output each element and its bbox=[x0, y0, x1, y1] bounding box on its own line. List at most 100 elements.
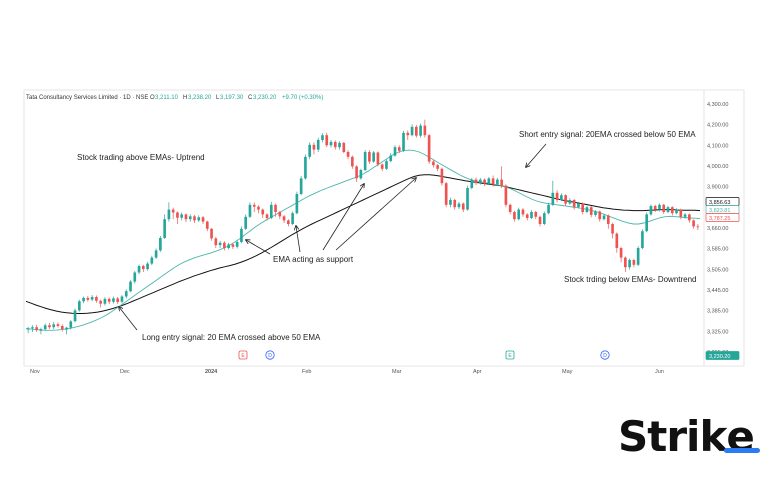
candle bbox=[231, 243, 235, 249]
event-marker[interactable]: D bbox=[265, 350, 275, 360]
candle-body bbox=[598, 211, 602, 220]
x-tick-label: Nov bbox=[30, 369, 40, 375]
candle bbox=[500, 166, 503, 188]
candle bbox=[696, 224, 700, 230]
open-value: 3,211.10 bbox=[155, 95, 179, 101]
candle bbox=[31, 325, 34, 332]
candle bbox=[555, 190, 559, 203]
event-marker[interactable]: E bbox=[238, 350, 248, 360]
candle bbox=[419, 123, 422, 138]
candle-body bbox=[666, 207, 670, 212]
candle-body bbox=[43, 325, 47, 330]
candle-body bbox=[696, 226, 700, 228]
candle bbox=[662, 203, 666, 214]
candle-body bbox=[35, 327, 38, 331]
y-tick-label: 3,505.00 bbox=[707, 267, 728, 273]
candle-body bbox=[632, 260, 636, 265]
candle bbox=[598, 210, 602, 222]
candle-body bbox=[120, 296, 124, 302]
candle-body bbox=[658, 204, 661, 210]
candle-body bbox=[312, 144, 316, 150]
candle-body bbox=[218, 242, 222, 246]
candle bbox=[491, 175, 495, 187]
candle-body bbox=[333, 141, 337, 148]
candle bbox=[466, 185, 469, 211]
candle-body bbox=[112, 298, 115, 302]
candle-body bbox=[338, 142, 341, 148]
y-tick-label: 4,300.00 bbox=[707, 102, 728, 108]
candle bbox=[252, 202, 256, 212]
price-tag-box bbox=[705, 213, 740, 222]
candle-body bbox=[295, 194, 299, 214]
candle-body bbox=[615, 233, 619, 248]
candle bbox=[265, 213, 269, 221]
candle-body bbox=[26, 328, 30, 330]
logo-swoosh-e: e bbox=[724, 412, 760, 461]
candle bbox=[525, 213, 529, 221]
event-badge bbox=[505, 350, 515, 360]
candle-body bbox=[240, 228, 243, 242]
event-marker[interactable]: D bbox=[600, 350, 610, 360]
candle-body bbox=[470, 179, 474, 188]
x-tick-label: Jun bbox=[655, 369, 664, 375]
candle bbox=[333, 140, 337, 150]
candle bbox=[304, 154, 307, 180]
candle bbox=[210, 227, 213, 241]
candle bbox=[351, 155, 354, 169]
candle-body bbox=[201, 217, 205, 222]
x-tick-label: Dec bbox=[120, 369, 130, 375]
candle-body bbox=[137, 266, 141, 273]
candle-body bbox=[184, 214, 188, 220]
candle bbox=[159, 236, 162, 252]
candle-body bbox=[692, 220, 695, 227]
candle-body bbox=[299, 178, 303, 194]
candle bbox=[26, 326, 30, 334]
candle bbox=[188, 214, 192, 222]
candle-body bbox=[146, 263, 149, 270]
candle bbox=[278, 210, 282, 220]
candle-body bbox=[376, 152, 380, 165]
candle-body bbox=[197, 217, 201, 221]
candle bbox=[436, 164, 439, 172]
candle bbox=[261, 208, 265, 218]
candle-body bbox=[491, 178, 495, 185]
candle-body bbox=[274, 204, 277, 212]
arrow-support-4 bbox=[335, 178, 416, 251]
candle bbox=[658, 203, 661, 212]
candle-body bbox=[291, 213, 294, 224]
candle bbox=[282, 214, 286, 224]
candle-body bbox=[65, 327, 68, 330]
candle bbox=[120, 295, 124, 304]
candle bbox=[577, 201, 580, 209]
candle-body bbox=[683, 214, 687, 217]
event-label: D bbox=[603, 353, 607, 359]
candle-body bbox=[555, 192, 559, 200]
candle-body bbox=[214, 238, 218, 246]
candle-body bbox=[269, 204, 273, 218]
candle-body bbox=[385, 161, 388, 169]
candle-body bbox=[551, 192, 555, 205]
candle bbox=[594, 210, 597, 217]
x-tick-label: Apr bbox=[473, 369, 482, 375]
x-tick-label: Feb bbox=[302, 369, 311, 375]
candle-body bbox=[304, 156, 307, 179]
candle-body bbox=[410, 126, 414, 136]
candle-body bbox=[154, 250, 158, 258]
candle bbox=[227, 242, 230, 250]
candle-body bbox=[133, 272, 137, 282]
candle-body bbox=[517, 209, 521, 220]
candle bbox=[103, 297, 107, 306]
candle-body bbox=[171, 209, 175, 213]
candle bbox=[478, 177, 482, 185]
candle-body bbox=[82, 297, 85, 302]
candle bbox=[534, 210, 538, 220]
price-tag: 3,823.81 bbox=[705, 205, 740, 214]
candle bbox=[60, 324, 64, 332]
candle bbox=[645, 212, 648, 233]
candle bbox=[218, 240, 222, 248]
candle bbox=[176, 211, 179, 224]
candle bbox=[538, 215, 542, 227]
candle-body bbox=[321, 135, 324, 140]
event-marker[interactable]: E bbox=[505, 350, 515, 360]
candle-body bbox=[329, 141, 333, 146]
